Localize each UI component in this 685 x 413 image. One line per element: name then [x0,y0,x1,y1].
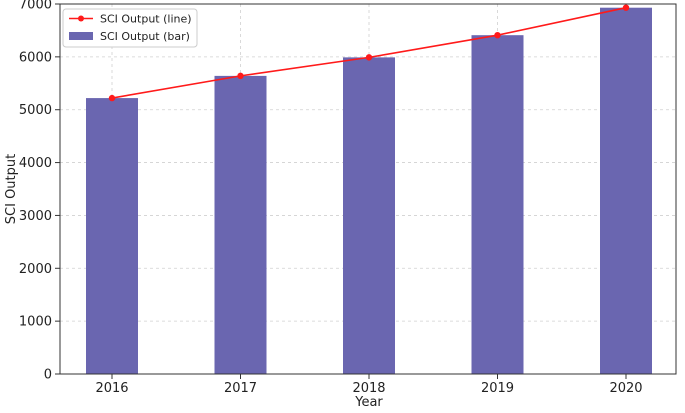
bar [86,98,138,374]
bar [214,75,267,374]
bar [600,7,652,374]
line-point [622,4,630,11]
bar-series [86,7,652,375]
y-tick-label: 5000 [19,103,52,118]
x-tick-label: 2020 [609,381,642,396]
line-point [365,54,373,61]
x-tick-label: 2017 [224,381,257,396]
line-point [108,94,116,102]
line-series [108,4,630,102]
x-axis-title: Year [354,395,383,409]
y-tick-label: 0 [44,368,52,383]
legend-label-bar: SCI Output (bar) [100,30,190,43]
y-tick-label: 2000 [19,262,52,277]
line-point [494,31,501,39]
legend-label-line: SCI Output (line) [100,13,192,26]
x-tick-label: 2018 [352,381,385,396]
axes: 0 1000 2000 3000 4000 5000 6000 7000 2016 2017 201… [19,0,677,396]
line-point [237,72,244,80]
legend-bar-swatch [69,32,93,40]
x-tick-label: 2019 [481,381,514,396]
y-tick-label: 4000 [19,156,52,171]
bar [471,35,524,374]
legend: SCI Output (line) SCI Output (bar) [62,8,198,48]
y-tick-label: 7000 [19,0,52,13]
y-tick-label: 6000 [19,50,52,65]
y-axis-title: SCI Output [4,154,19,224]
y-tick-label: 1000 [19,315,52,330]
bar [343,57,395,375]
legend-line-marker [78,15,84,22]
plot-frame [59,3,677,375]
legend-box [62,8,198,48]
y-tick-label: 3000 [19,209,52,224]
x-tick-label: 2016 [95,381,128,396]
